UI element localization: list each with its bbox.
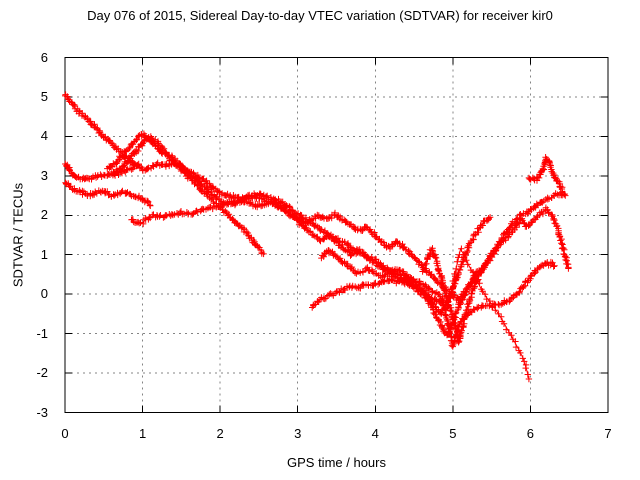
y-tick-label: 5 <box>40 88 48 104</box>
chart-title: Day 076 of 2015, Sidereal Day-to-day VTE… <box>87 8 553 23</box>
x-tick-label: 3 <box>294 426 302 441</box>
y-tick-label: -3 <box>36 404 48 420</box>
axes <box>64 57 609 413</box>
gridlines <box>65 57 608 413</box>
x-axis-label: GPS time / hours <box>287 455 386 470</box>
data-series-trace-01 <box>62 91 494 309</box>
y-tick-label: 6 <box>40 49 48 65</box>
y-tick-label: 1 <box>40 246 48 262</box>
x-tick-label: 6 <box>526 426 535 441</box>
data-series-trace-11 <box>318 247 481 339</box>
y-tick-label: 3 <box>40 167 48 183</box>
x-tick-label: 4 <box>371 426 379 441</box>
y-tick-label: -2 <box>36 365 48 381</box>
data-series-trace-03 <box>110 133 569 304</box>
x-tick-label: 2 <box>216 426 224 441</box>
x-tick-label: 1 <box>138 426 147 441</box>
y-tick-label: 4 <box>40 128 48 144</box>
data-series-trace-09 <box>309 258 558 350</box>
data-series-trace-04 <box>62 160 142 183</box>
data-series-trace-06 <box>128 192 445 318</box>
x-tick-label: 7 <box>604 426 612 441</box>
y-tick-label: 2 <box>40 207 48 223</box>
data-series-trace-05 <box>62 179 154 209</box>
y-tick-label: 0 <box>40 286 48 302</box>
data-series-trace-10 <box>525 154 568 198</box>
x-tick-label: 5 <box>449 426 457 441</box>
x-tick-label: 0 <box>61 426 69 441</box>
plot-border <box>64 57 609 413</box>
y-tick-label: -1 <box>36 325 48 341</box>
